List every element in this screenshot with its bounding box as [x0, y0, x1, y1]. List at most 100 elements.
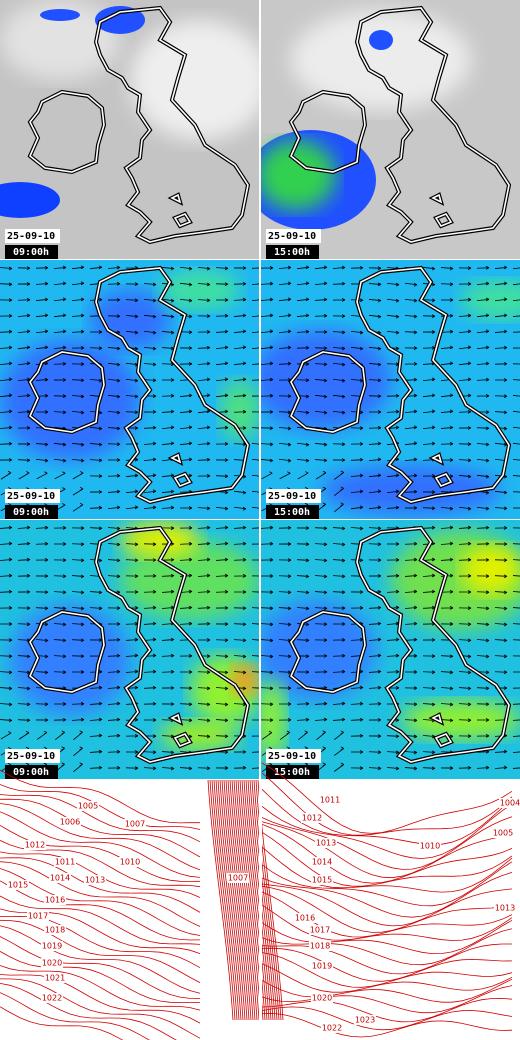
wind-arrow [368, 574, 382, 578]
wind-arrow [404, 409, 418, 414]
isobar-label: 1010 [420, 842, 440, 851]
isobar-label: 1007 [228, 874, 248, 883]
wind-arrow [233, 541, 247, 546]
wind-arrow [404, 750, 418, 755]
wind-arrow [143, 489, 157, 494]
isobar [213, 779, 240, 1021]
wind-arrow [368, 653, 382, 658]
wind-arrow [296, 410, 310, 415]
wind-arrow [278, 654, 292, 659]
wind-arrow [422, 638, 436, 642]
wind-arrow [0, 425, 13, 430]
wind-arrow [512, 607, 520, 609]
wind-arrow [440, 766, 454, 770]
isobar [0, 811, 201, 878]
isobar [261, 1012, 513, 1038]
wind-arrow [458, 606, 472, 611]
wind-arrow [476, 506, 490, 511]
wind-arrow [279, 730, 291, 740]
wind-arrow [197, 702, 211, 707]
wind-arrow [143, 637, 157, 642]
isobar-label-bg [54, 857, 76, 867]
isobar-label: 1014 [50, 874, 70, 883]
wind-arrow [71, 329, 85, 334]
wind-arrow [89, 606, 103, 611]
wind-arrow [512, 315, 520, 317]
wind-arrow [53, 458, 67, 463]
wind-arrow [233, 765, 247, 770]
isobar [0, 1006, 124, 1040]
isobar [245, 779, 272, 1021]
wind-arrow [512, 591, 520, 593]
wind-arrow [197, 361, 211, 366]
wind-arrow [179, 441, 193, 446]
field-shading [90, 290, 170, 350]
wind-arrow [0, 622, 13, 626]
field-shading [461, 280, 520, 320]
wind-arrow [17, 442, 31, 446]
isobar-label: 1019 [312, 962, 332, 971]
wind-arrow [332, 669, 346, 674]
wind-arrow [35, 297, 49, 302]
wind-arrow [350, 330, 364, 335]
wind-arrow [233, 574, 247, 578]
wind-arrow [161, 314, 175, 319]
wind-arrow [71, 313, 85, 318]
wind-arrow [332, 281, 346, 286]
wind-arrow [476, 541, 490, 546]
wind-arrow [476, 361, 490, 366]
wind-arrow [386, 314, 400, 319]
wind-arrow [251, 703, 259, 705]
wind-arrow [422, 525, 436, 530]
wind-arrow [440, 425, 454, 430]
isobar [0, 803, 201, 871]
wind-arrow [368, 637, 382, 642]
wind-arrow [386, 589, 400, 594]
wind-arrow [179, 346, 193, 350]
wind-arrow [404, 573, 418, 578]
wind-arrow [368, 718, 382, 722]
wind-arrow [332, 653, 346, 658]
wind-arrow [0, 654, 13, 659]
wind-arrow [296, 378, 310, 383]
wind-arrow [89, 526, 103, 531]
isobar-label-bg [119, 857, 141, 867]
isobar-label-bg [319, 795, 341, 805]
wind-arrow [251, 767, 259, 769]
wind-arrow [143, 505, 157, 510]
wind-arrow [314, 394, 328, 399]
isobar [0, 925, 201, 994]
wind-arrow [215, 541, 229, 546]
wind-arrow [0, 393, 13, 398]
wind-arrow [54, 730, 66, 740]
wind-arrow [143, 574, 157, 578]
wind-arrow [107, 558, 121, 563]
wind-arrow [458, 541, 472, 546]
wind-arrow [512, 410, 520, 413]
wind-arrow [251, 687, 259, 689]
wind-arrow [332, 622, 346, 626]
wind-arrow [261, 654, 274, 659]
wind-arrow [494, 394, 508, 399]
wind-arrow [179, 654, 193, 658]
wind-arrow [422, 409, 436, 414]
wind-arrow [0, 541, 13, 546]
wind-arrow [89, 458, 103, 463]
wind-arrow [53, 574, 67, 579]
wind-arrow [314, 346, 328, 351]
wind-arrow [36, 471, 48, 480]
wind-arrow [17, 313, 31, 318]
isobar-label-bg [301, 813, 323, 823]
wind-arrow [179, 621, 193, 626]
wind-arrow [476, 734, 490, 738]
isobar [261, 952, 513, 988]
wind-arrow [368, 526, 382, 531]
wind-arrow [107, 458, 121, 462]
wind-arrow [512, 299, 520, 302]
wind-arrow [368, 734, 382, 738]
wind-arrow [314, 717, 328, 722]
wind-arrow [261, 281, 274, 286]
wind-arrow [278, 458, 292, 463]
wind-arrow [458, 638, 472, 643]
wind-arrow [107, 701, 121, 706]
